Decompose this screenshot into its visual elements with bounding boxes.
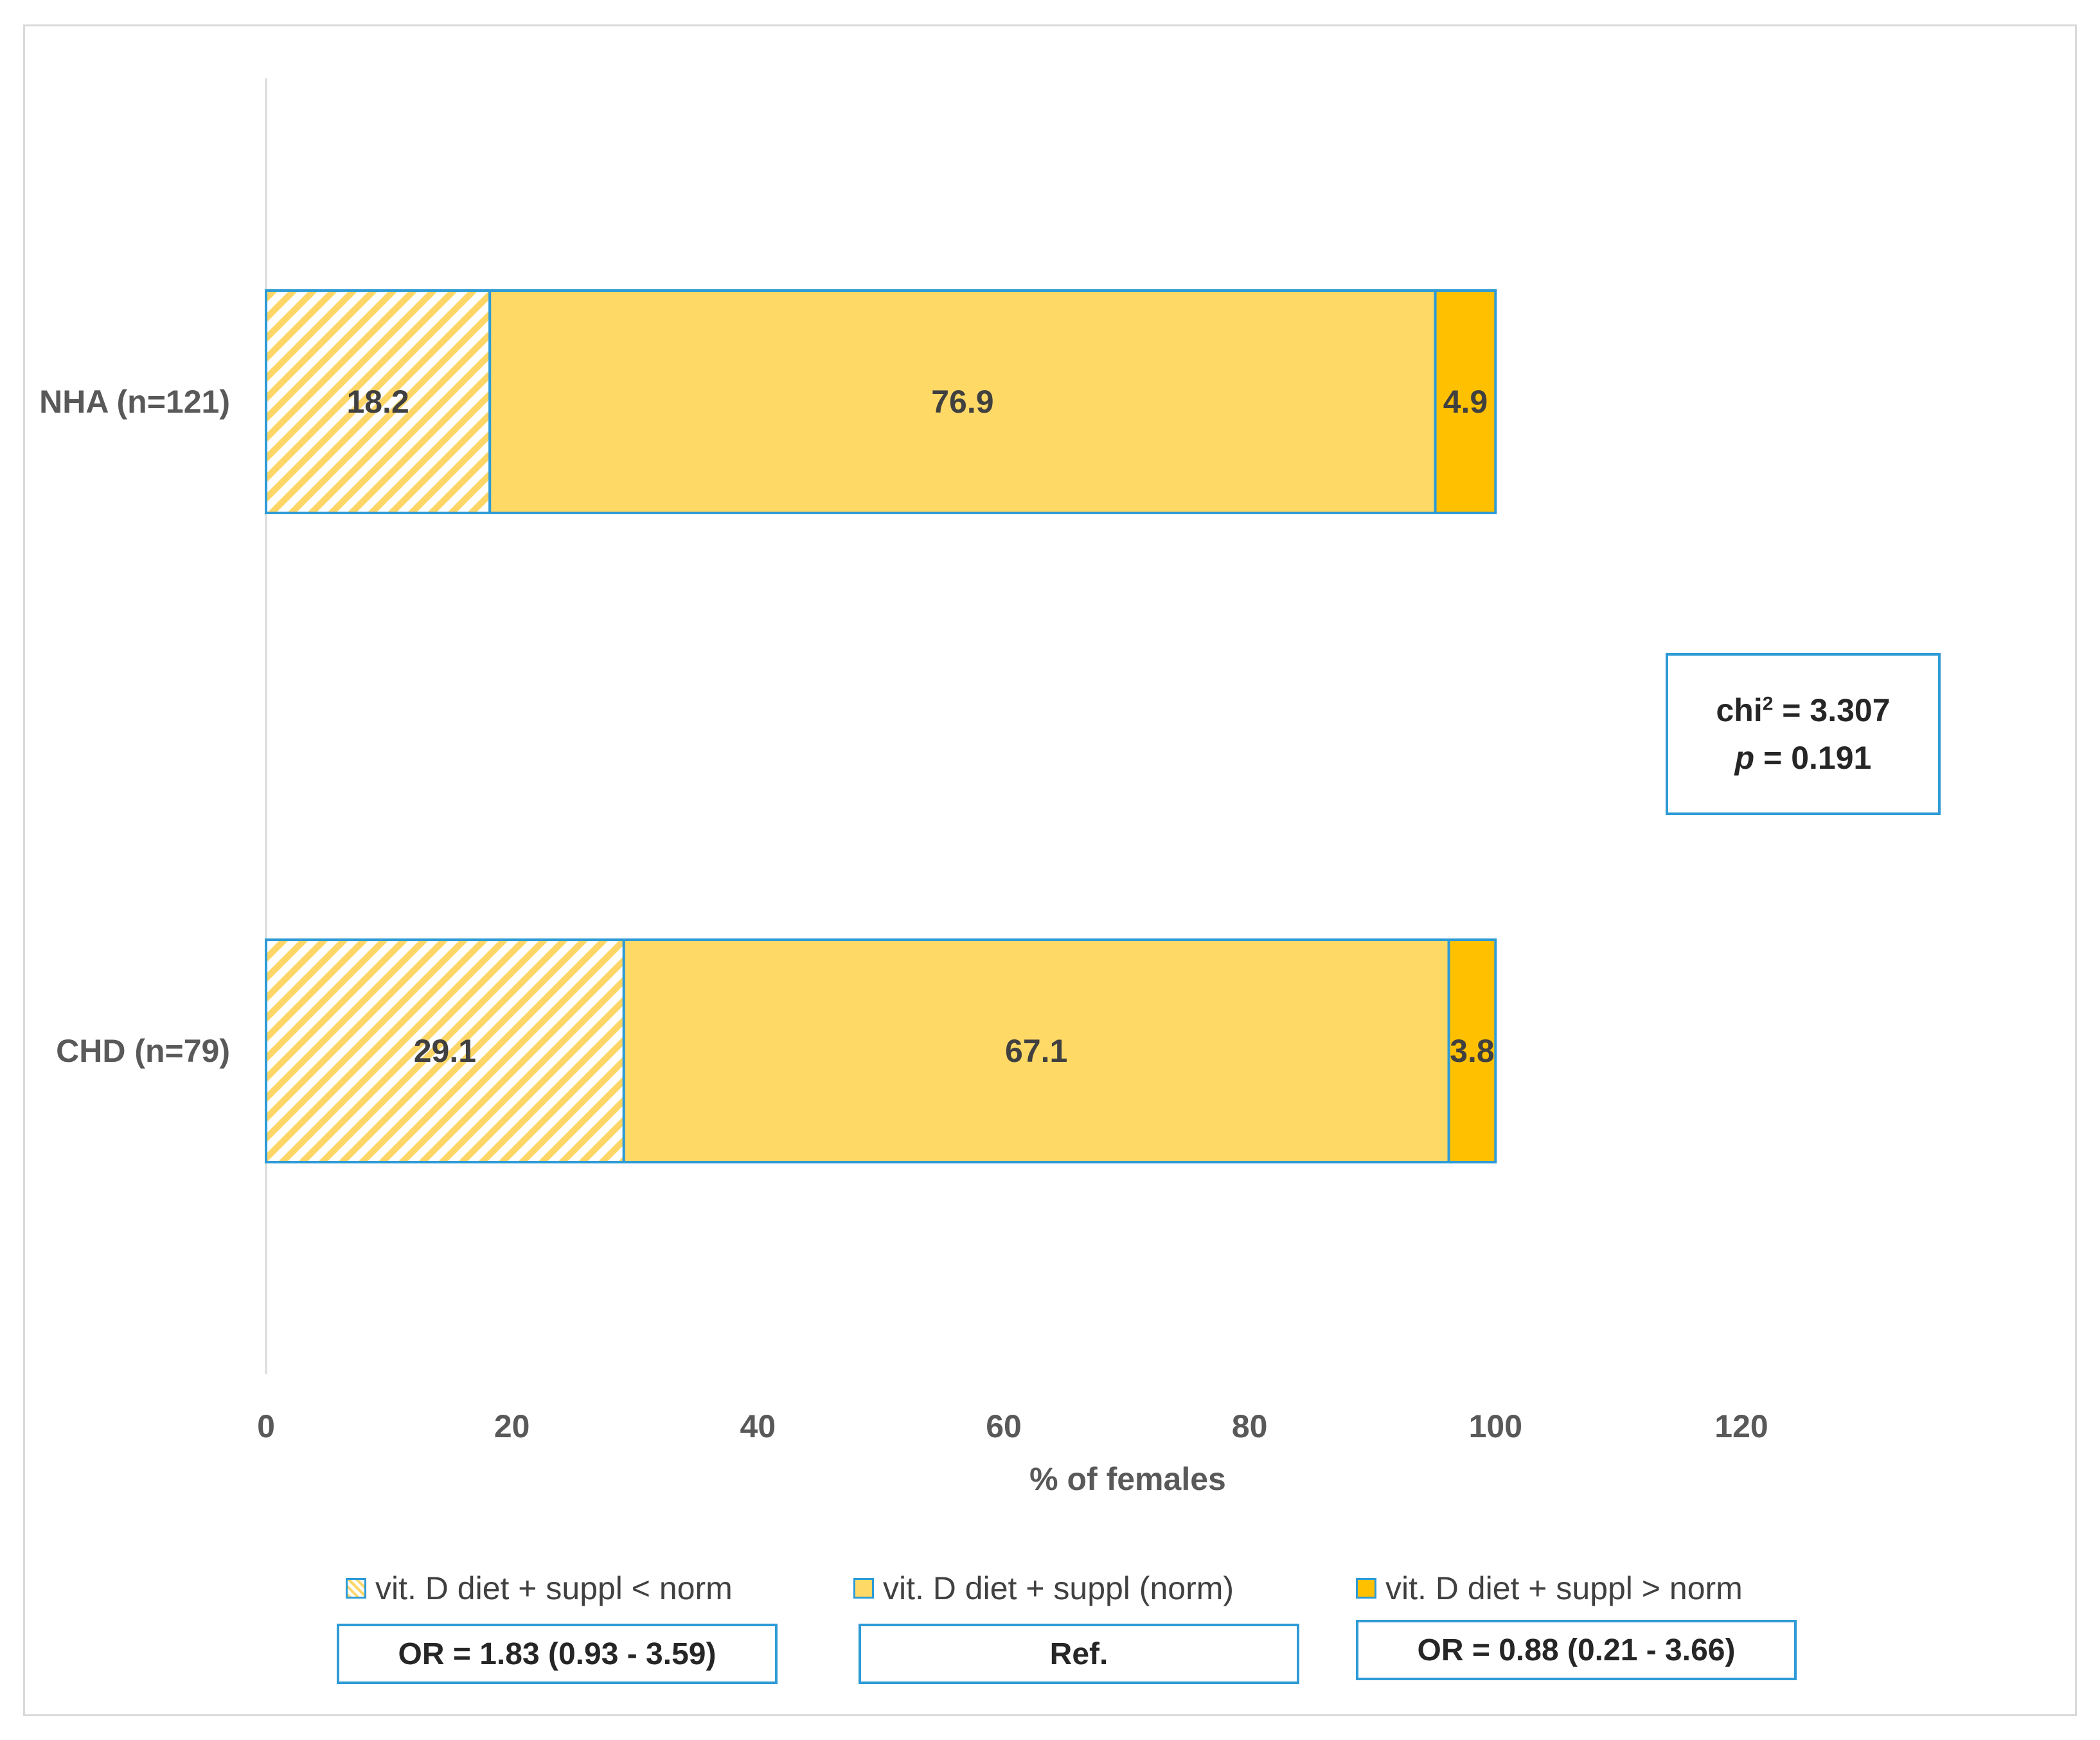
p-symbol: p [1734,740,1755,776]
x-tick-label-100: 100 [1469,1408,1522,1444]
legend-item-below-norm: vit. D diet + suppl < norm [346,1570,733,1607]
odds-ratio-box-norm: Ref. [859,1624,1299,1684]
bar-nha-norm [488,289,1437,514]
x-tick-label-0: 0 [257,1408,275,1444]
x-tick-label-120: 120 [1714,1408,1768,1444]
bar-nha-above-norm [1434,289,1497,514]
x-tick-label-80: 80 [1232,1408,1268,1444]
bar-chd-norm [622,938,1450,1163]
p-value: = 0.191 [1754,740,1872,776]
odds-ratio-box-below-norm: OR = 1.83 (0.93 - 3.59) [337,1624,778,1684]
odds-ratio-box-above-norm: OR = 0.88 (0.21 - 3.66) [1356,1620,1797,1680]
chi-value: = 3.307 [1773,692,1891,728]
x-tick-label-60: 60 [986,1408,1022,1444]
data-label-chd-norm: 67.1 [1005,1033,1067,1069]
data-label-nha-norm: 76.9 [931,384,993,420]
legend-item-above-norm: vit. D diet + suppl > norm [1356,1570,1743,1607]
category-label-chd: CHD (n=79) [56,1033,230,1069]
category-label-nha: NHA (n=121) [39,384,230,420]
legend-label-norm: vit. D diet + suppl (norm) [883,1570,1234,1606]
data-label-nha-above-norm: 4.9 [1443,384,1488,420]
chi-square-line: chi2 = 3.307 [1716,686,1890,734]
legend-swatch-norm [853,1578,874,1599]
data-label-nha-below-norm: 18.2 [346,384,409,420]
chi-square-box: chi2 = 3.307 p = 0.191 [1666,653,1941,815]
bar-chd-above-norm [1447,938,1497,1163]
bar-nha-below-norm [265,289,492,514]
x-tick-label-40: 40 [740,1408,776,1444]
x-axis-title: % of females [1029,1461,1226,1497]
data-label-chd-below-norm: 29.1 [414,1033,476,1069]
legend-item-norm: vit. D diet + suppl (norm) [853,1570,1234,1607]
legend-label-above-norm: vit. D diet + suppl > norm [1385,1570,1743,1606]
legend-label-below-norm: vit. D diet + suppl < norm [375,1570,733,1606]
p-value-line: p = 0.191 [1735,734,1872,782]
x-tick-label-20: 20 [494,1408,530,1444]
legend-swatch-hatched [346,1578,366,1599]
chi-label: chi [1716,692,1763,728]
legend-swatch-above [1356,1578,1376,1599]
chi-superscript: 2 [1762,693,1774,715]
data-label-chd-above-norm: 3.8 [1450,1033,1495,1069]
